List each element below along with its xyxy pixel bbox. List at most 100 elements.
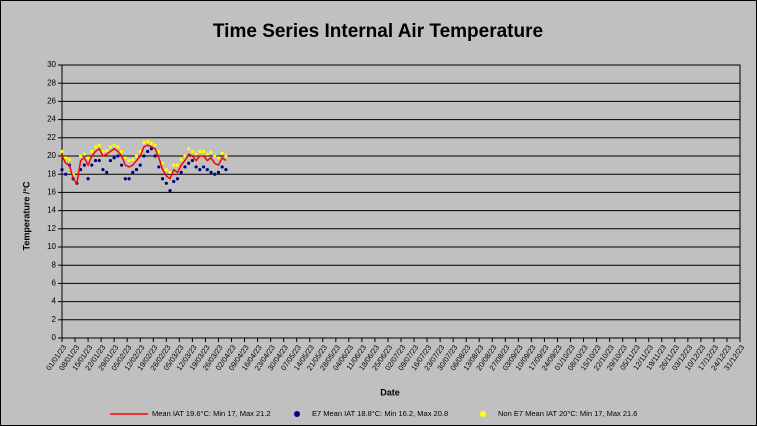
data-point bbox=[160, 161, 165, 165]
data-point bbox=[97, 143, 101, 147]
data-point bbox=[164, 168, 168, 172]
data-point bbox=[86, 156, 90, 160]
plot-area bbox=[61, 64, 741, 339]
data-point bbox=[198, 149, 202, 154]
data-point bbox=[101, 149, 105, 154]
y-tick-label: 22 bbox=[47, 133, 56, 142]
data-point bbox=[131, 170, 135, 174]
data-point bbox=[149, 141, 154, 145]
y-tick-label: 10 bbox=[47, 242, 56, 251]
data-point bbox=[120, 149, 124, 154]
y-tick-label: 14 bbox=[47, 206, 56, 215]
y-tick-label: 8 bbox=[52, 260, 57, 269]
data-point bbox=[198, 168, 202, 172]
data-point bbox=[168, 170, 172, 174]
data-point bbox=[187, 147, 191, 151]
data-point bbox=[224, 154, 228, 158]
data-point bbox=[224, 168, 228, 172]
legend-label: Non E7 Mean IAT 20°C: Min 17, Max 21.6 bbox=[498, 409, 637, 418]
data-point bbox=[213, 154, 217, 158]
y-tick-label: 18 bbox=[47, 169, 56, 178]
data-point bbox=[82, 152, 86, 156]
y-tick-label: 4 bbox=[52, 297, 57, 306]
data-point bbox=[175, 177, 180, 181]
y-tick-label: 6 bbox=[52, 279, 57, 288]
data-point bbox=[90, 149, 94, 154]
data-point bbox=[220, 165, 224, 169]
data-point bbox=[187, 161, 191, 165]
data-point bbox=[183, 165, 187, 169]
data-point bbox=[105, 170, 109, 174]
y-tick-label: 2 bbox=[52, 315, 57, 324]
data-point bbox=[164, 181, 168, 185]
data-point bbox=[60, 168, 64, 172]
data-point bbox=[93, 158, 98, 163]
data-point bbox=[60, 149, 64, 154]
data-point bbox=[123, 177, 127, 181]
data-point bbox=[86, 177, 90, 181]
x-axis-label: Date bbox=[380, 387, 400, 397]
data-point bbox=[220, 151, 224, 155]
data-point bbox=[160, 177, 165, 181]
data-point bbox=[157, 165, 161, 169]
data-point bbox=[153, 143, 157, 147]
series-line bbox=[61, 144, 227, 186]
data-point bbox=[64, 172, 68, 176]
data-point bbox=[142, 154, 146, 158]
data-point bbox=[216, 156, 221, 160]
data-point bbox=[134, 154, 139, 158]
data-point bbox=[153, 154, 157, 158]
legend-label: Mean IAT 19.6°C: Min 17, Max 21.2 bbox=[152, 409, 271, 418]
data-point bbox=[142, 140, 146, 144]
data-point bbox=[93, 145, 98, 149]
data-point bbox=[112, 143, 116, 147]
y-tick-label: 16 bbox=[47, 188, 56, 197]
data-point bbox=[127, 158, 131, 163]
data-point bbox=[116, 154, 120, 158]
data-point bbox=[194, 165, 198, 169]
data-point bbox=[101, 168, 105, 172]
data-point bbox=[194, 152, 198, 156]
data-point bbox=[112, 156, 116, 160]
data-point bbox=[179, 158, 183, 162]
data-point bbox=[216, 170, 221, 174]
data-point bbox=[175, 163, 180, 167]
data-point bbox=[105, 148, 109, 153]
data-point bbox=[168, 188, 172, 193]
data-point bbox=[146, 139, 150, 144]
data-point bbox=[123, 156, 127, 160]
data-point bbox=[67, 158, 72, 162]
data-point bbox=[183, 154, 187, 158]
data-point bbox=[201, 165, 206, 169]
data-point bbox=[205, 152, 209, 156]
chart-title: Time Series Internal Air Temperature bbox=[213, 21, 543, 42]
data-point bbox=[157, 149, 161, 154]
y-tick-label: 30 bbox=[47, 60, 56, 69]
data-point bbox=[209, 170, 213, 174]
data-point bbox=[190, 149, 194, 154]
legend-swatch bbox=[480, 411, 486, 417]
data-point bbox=[131, 158, 135, 162]
y-tick-label: 0 bbox=[52, 333, 57, 342]
data-point bbox=[138, 163, 142, 167]
legend-label: E7 Mean IAT 18.8°C: Min 16.2, Max 20.8 bbox=[312, 409, 448, 418]
y-axis-label: Temperature /°C bbox=[21, 181, 31, 250]
data-point bbox=[213, 172, 217, 176]
data-point bbox=[134, 168, 139, 172]
data-point bbox=[209, 150, 213, 154]
data-point bbox=[108, 158, 113, 163]
data-point bbox=[205, 168, 209, 172]
data-point bbox=[97, 158, 101, 163]
y-tick-label: 12 bbox=[47, 224, 56, 233]
data-point bbox=[79, 154, 83, 158]
y-tick-label: 20 bbox=[47, 151, 56, 160]
data-point bbox=[190, 158, 194, 163]
data-point bbox=[64, 156, 68, 160]
data-point bbox=[82, 163, 86, 167]
data-point bbox=[146, 149, 150, 154]
data-point bbox=[116, 145, 120, 149]
legend-swatch bbox=[294, 411, 300, 417]
data-point bbox=[172, 179, 176, 184]
data-point bbox=[127, 177, 131, 181]
